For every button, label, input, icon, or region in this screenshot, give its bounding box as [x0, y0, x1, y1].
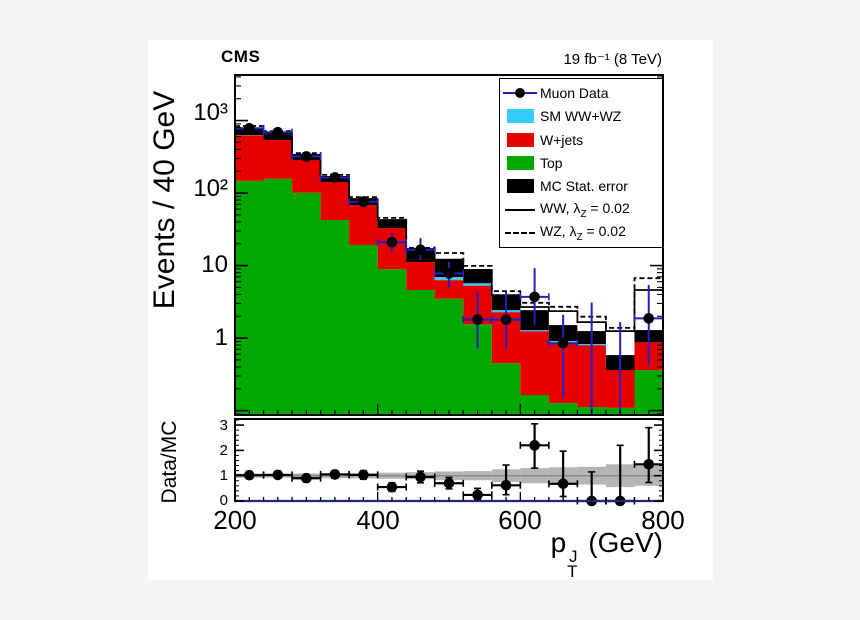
ratio-axis-title: Data/MC: [158, 420, 181, 504]
legend-entry-mc-stat-error: MC Stat. error: [500, 175, 662, 197]
w-jets-label: W+jets: [540, 131, 584, 148]
x-title-sup: J: [569, 547, 578, 566]
luminosity-label: 19 fb⁻¹ (8 TeV): [563, 51, 662, 68]
legend-entry-wz-lambda: WZ, λZ = 0.02: [500, 222, 662, 244]
ratio-tick-1: 1: [219, 467, 228, 484]
sm-ww-wz-label: SM WW+WZ: [540, 108, 622, 125]
ratio-tick-2: 2: [219, 442, 228, 459]
x-tick-400: 400: [356, 505, 400, 535]
ww-lambda-marker-icon: [500, 208, 540, 211]
y-tick-1000: 10³: [193, 99, 228, 126]
legend-entry-w-jets: W+jets: [500, 129, 662, 151]
legend-entry-muon-data: Muon Data: [500, 82, 662, 104]
x-title-sub: T: [567, 562, 578, 582]
ww-lambda-label: WW, λZ = 0.02: [540, 199, 630, 220]
x-tick-600: 600: [498, 505, 542, 535]
wz-lambda-marker-icon: [500, 232, 540, 235]
x-tick-200: 200: [213, 505, 257, 535]
experiment-label: CMS: [221, 47, 261, 66]
legend: Muon Data SM WW+WZ W+jets Top MC Stat. error…: [499, 78, 663, 248]
legend-entry-top: Top: [500, 152, 662, 174]
ratio-tick-0: 0: [219, 492, 228, 509]
ratio-tick-3: 3: [219, 417, 228, 434]
x-tick-800: 800: [641, 505, 685, 535]
y-tick-1: 1: [214, 324, 228, 351]
y-tick-10: 10: [201, 251, 228, 278]
wz-lambda-label: WZ, λZ = 0.02: [540, 223, 626, 244]
muon-data-marker-icon: [500, 85, 540, 101]
legend-entry-ww-lambda: WW, λZ = 0.02: [500, 199, 662, 221]
w-jets-marker-icon: [500, 132, 540, 147]
x-title-rest: (GeV): [580, 527, 663, 558]
top-label: Top: [540, 154, 563, 171]
muon-data-label: Muon Data: [540, 84, 609, 101]
mc-stat-error-label: MC Stat. error: [540, 178, 628, 195]
top-marker-icon: [500, 155, 540, 170]
legend-entry-sm-ww-wz: SM WW+WZ: [500, 105, 662, 127]
y-tick-100: 10²: [193, 175, 228, 202]
sm-ww-wz-marker-icon: [500, 109, 540, 124]
x-title-base: p: [550, 527, 567, 558]
mc-stat-error-marker-icon: [500, 179, 540, 194]
